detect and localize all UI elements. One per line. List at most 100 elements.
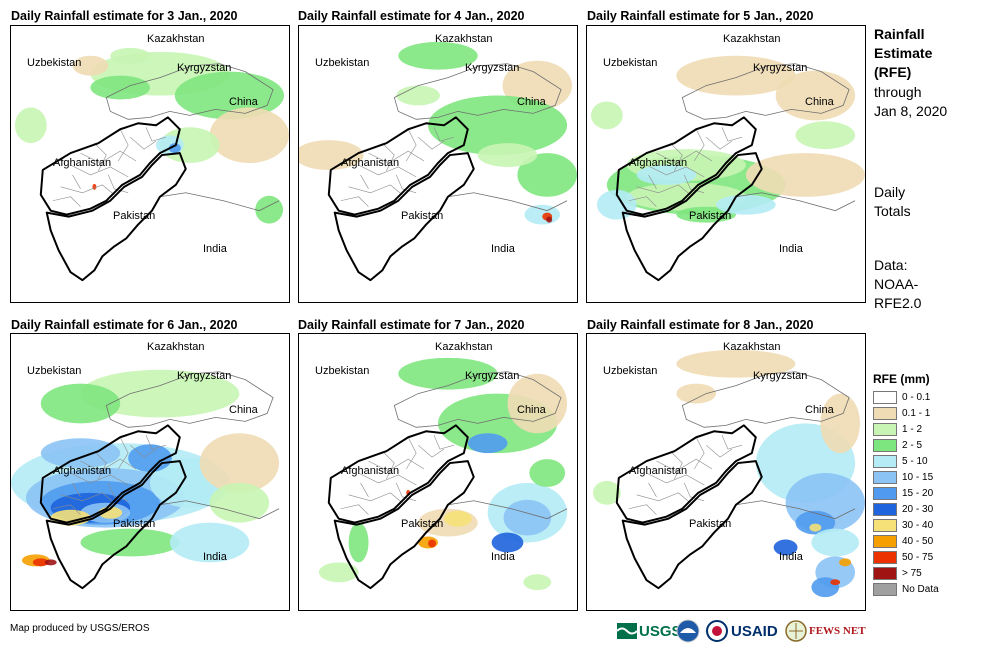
map-label-kazakhstan: Kazakhstan <box>435 341 493 353</box>
country-boundary <box>393 63 562 120</box>
usaid-text: USAID <box>731 622 778 640</box>
map-canvas <box>299 41 577 282</box>
rainfall-area <box>428 95 568 156</box>
legend-swatch <box>873 470 897 484</box>
map-label-pakistan: Pakistan <box>113 518 156 530</box>
map-label-pakistan: Pakistan <box>113 210 156 222</box>
rainfall-area <box>14 107 47 144</box>
map-label-kyrgyzstan: Kyrgyzstan <box>177 370 232 382</box>
province-boundary <box>145 127 166 142</box>
province-boundary <box>382 142 395 172</box>
map-label-china: China <box>517 404 546 416</box>
province-boundary <box>117 437 129 470</box>
province-boundary <box>60 184 115 196</box>
focus-country-outline <box>621 460 763 590</box>
rainfall-area <box>467 433 508 454</box>
map-label-india: India <box>491 551 515 563</box>
rainfall-area <box>92 183 97 190</box>
fewsnet-globe-icon <box>785 620 807 642</box>
legend-swatch <box>873 534 897 548</box>
panel-title-4: Daily Rainfall estimate for 6 Jan., 2020 <box>11 318 238 332</box>
rainfall-area <box>209 107 289 164</box>
legend-item: 1 - 2 <box>873 421 939 437</box>
legend-item: 50 - 75 <box>873 549 939 565</box>
map-label-pakistan: Pakistan <box>689 518 732 530</box>
province-boundary <box>433 435 454 450</box>
data-line-3: RFE2.0 <box>874 295 922 311</box>
province-boundary <box>656 458 713 472</box>
province-boundary <box>646 164 705 178</box>
province-boundary <box>80 150 137 164</box>
province-boundary <box>358 164 417 178</box>
province-boundary <box>94 142 107 172</box>
province-boundary <box>405 129 417 162</box>
legend-label: 1 - 2 <box>902 423 923 435</box>
legend-swatch <box>873 502 897 516</box>
province-boundary <box>628 196 657 207</box>
province-boundary <box>52 504 81 515</box>
province-boundary <box>693 437 705 470</box>
province-boundary <box>340 504 369 515</box>
rainfall-area <box>443 510 472 527</box>
heading-line-2: Estimate <box>874 45 933 61</box>
sidebar-heading: Rainfall Estimate (RFE) <box>874 25 932 82</box>
province-boundary <box>628 504 657 515</box>
map-label-uzbekistan: Uzbekistan <box>27 365 82 377</box>
map-label-afghanistan: Afghanistan <box>341 157 400 169</box>
rainfall-area <box>72 55 109 76</box>
rainfall-area <box>716 194 776 215</box>
map-canvas <box>592 349 865 598</box>
province-boundary <box>145 435 166 450</box>
province-boundary <box>433 127 454 142</box>
sidebar-through: through Jan 8, 2020 <box>874 83 947 121</box>
focus-country-outline <box>45 460 187 590</box>
focus-country-outline <box>39 116 181 216</box>
legend-swatch <box>873 390 897 404</box>
rainfall-area <box>811 528 860 557</box>
map-label-pakistan: Pakistan <box>689 210 732 222</box>
usaid-logo: USAID <box>706 618 778 644</box>
map-label-china: China <box>805 96 834 108</box>
rainfall-area <box>174 71 285 120</box>
rainfall-area <box>517 153 577 197</box>
map-label-china: China <box>229 404 258 416</box>
map-canvas <box>11 369 280 590</box>
usgs-logo: USGS <box>617 618 682 644</box>
rainfall-area <box>491 532 524 553</box>
rainfall-map-1: Kazakhstan Uzbekistan Kyrgyzstan China Afgha… <box>10 25 290 303</box>
legend-label: 20 - 30 <box>902 503 934 515</box>
province-boundary <box>636 184 691 196</box>
rainfall-area <box>199 433 280 493</box>
rainfall-area <box>299 140 364 170</box>
panel-title-2: Daily Rainfall estimate for 4 Jan., 2020 <box>298 9 525 23</box>
rainfall-area <box>830 579 841 586</box>
country-boundary <box>105 63 274 120</box>
map-label-china: China <box>805 404 834 416</box>
rainfall-area <box>546 216 553 223</box>
country-boundary <box>735 500 856 520</box>
legend-swatch <box>873 422 897 436</box>
province-boundary <box>52 196 81 207</box>
focus-country-outline <box>327 424 469 524</box>
province-boundary <box>417 444 445 458</box>
focus-country-outline <box>621 152 763 282</box>
province-boundary <box>670 450 683 480</box>
legend-swatch <box>873 566 897 580</box>
map-label-india: India <box>203 551 227 563</box>
map-label-india: India <box>491 243 515 255</box>
map-label-uzbekistan: Uzbekistan <box>603 57 658 69</box>
legend-label: 15 - 20 <box>902 487 934 499</box>
province-boundary <box>108 482 129 502</box>
map-label-uzbekistan: Uzbekistan <box>603 365 658 377</box>
noaa-logo <box>676 618 700 644</box>
rainfall-area <box>90 75 150 100</box>
legend-label: 10 - 15 <box>902 471 934 483</box>
map-label-kyrgyzstan: Kyrgyzstan <box>177 62 232 74</box>
province-boundary <box>348 184 403 196</box>
usaid-seal-icon <box>706 620 728 642</box>
rainfall-area <box>348 522 369 563</box>
map-label-india: India <box>779 551 803 563</box>
province-boundary <box>396 174 417 194</box>
map-canvas <box>14 47 289 282</box>
province-boundary <box>705 444 733 458</box>
